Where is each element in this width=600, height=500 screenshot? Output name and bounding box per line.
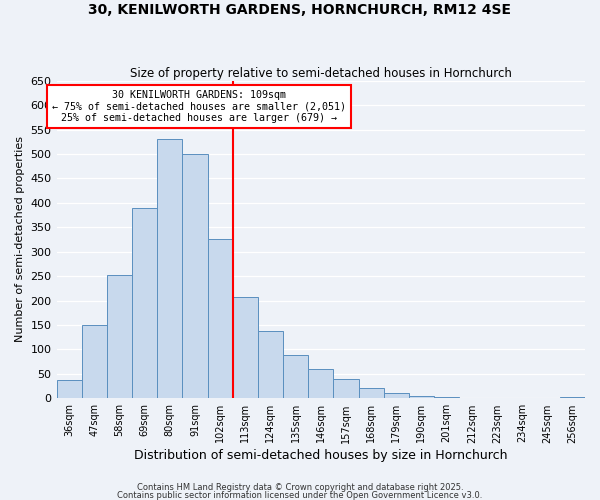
Bar — [157, 140, 182, 398]
Bar — [409, 396, 434, 398]
Bar — [359, 388, 383, 398]
Bar — [560, 397, 585, 398]
Title: Size of property relative to semi-detached houses in Hornchurch: Size of property relative to semi-detach… — [130, 66, 512, 80]
Bar — [334, 379, 359, 398]
Bar — [308, 369, 334, 398]
Text: Contains HM Land Registry data © Crown copyright and database right 2025.: Contains HM Land Registry data © Crown c… — [137, 484, 463, 492]
Bar — [258, 331, 283, 398]
Bar — [383, 393, 409, 398]
Text: 30, KENILWORTH GARDENS, HORNCHURCH, RM12 4SE: 30, KENILWORTH GARDENS, HORNCHURCH, RM12… — [89, 2, 511, 16]
Bar — [182, 154, 208, 398]
Bar — [82, 325, 107, 398]
Bar — [107, 275, 132, 398]
Bar — [283, 356, 308, 399]
Bar — [132, 208, 157, 398]
Bar — [208, 240, 233, 398]
Bar — [233, 297, 258, 398]
X-axis label: Distribution of semi-detached houses by size in Hornchurch: Distribution of semi-detached houses by … — [134, 450, 508, 462]
Text: 30 KENILWORTH GARDENS: 109sqm
← 75% of semi-detached houses are smaller (2,051)
: 30 KENILWORTH GARDENS: 109sqm ← 75% of s… — [52, 90, 346, 124]
Text: Contains public sector information licensed under the Open Government Licence v3: Contains public sector information licen… — [118, 490, 482, 500]
Y-axis label: Number of semi-detached properties: Number of semi-detached properties — [15, 136, 25, 342]
Bar — [56, 380, 82, 398]
